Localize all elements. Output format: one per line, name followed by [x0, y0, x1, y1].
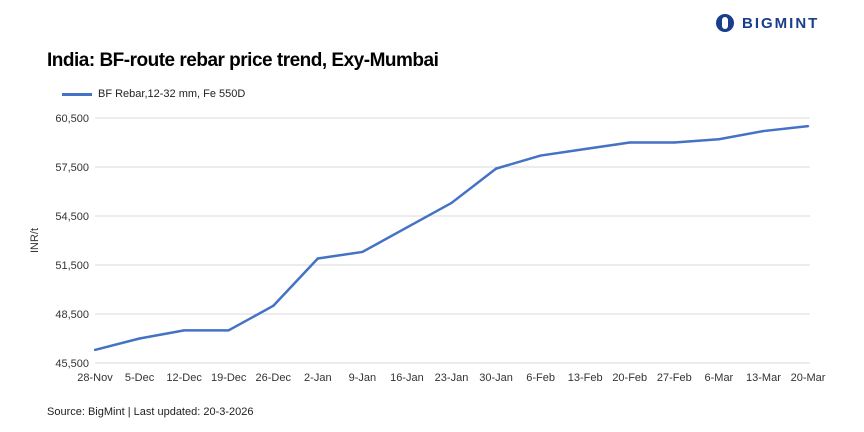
x-tick-label: 16-Jan — [390, 372, 424, 384]
chart-title: India: BF-route rebar price trend, Exy-M… — [47, 50, 439, 71]
data-point — [182, 329, 186, 332]
x-tick-label: 6-Mar — [705, 372, 734, 384]
data-point — [272, 304, 275, 308]
x-tick-label: 20-Feb — [612, 372, 647, 384]
data-point — [316, 257, 320, 260]
legend-label: BF Rebar,12-32 mm, Fe 550D — [98, 88, 246, 100]
logo-mark-icon — [716, 14, 734, 32]
y-tick-label: 57,500 — [55, 162, 89, 174]
y-tick-label: 60,500 — [55, 113, 89, 125]
y-tick-label: 48,500 — [55, 309, 89, 321]
data-point — [227, 329, 230, 332]
y-tick-label: 54,500 — [55, 211, 89, 223]
y-axis-label: INR/t — [29, 228, 41, 253]
data-point — [494, 167, 498, 170]
data-point — [762, 129, 765, 133]
source-note: Source: BigMint | Last updated: 20-3-202… — [47, 406, 254, 418]
x-tick-label: 13-Mar — [746, 372, 781, 384]
x-tick-label: 2-Jan — [304, 372, 332, 384]
y-tick-label: 51,500 — [55, 260, 89, 272]
bigmint-logo: BIGMINT — [716, 14, 819, 32]
x-tick-label: 27-Feb — [657, 372, 692, 384]
x-tick-label: 13-Feb — [568, 372, 603, 384]
data-point — [138, 337, 141, 340]
data-point — [717, 138, 721, 141]
data-point — [806, 124, 810, 128]
logo-text: BIGMINT — [742, 14, 820, 32]
x-tick-label: 9-Jan — [349, 372, 377, 384]
x-tick-label: 30-Jan — [479, 372, 513, 384]
legend-swatch — [62, 92, 92, 96]
x-tick-label: 23-Jan — [435, 372, 469, 384]
data-point — [583, 147, 587, 151]
data-point — [628, 141, 631, 144]
y-tick-label: 45,500 — [55, 358, 89, 370]
x-tick-label: 19-Dec — [211, 372, 247, 384]
data-point — [673, 141, 676, 144]
data-point — [450, 201, 453, 205]
series-line — [94, 124, 809, 352]
x-tick-label: 26-Dec — [256, 372, 292, 384]
x-tick-label: 28-Nov — [77, 372, 113, 384]
legend: BF Rebar,12-32 mm, Fe 550D — [62, 88, 245, 100]
data-point — [405, 226, 409, 229]
x-tick-label: 20-Mar — [791, 372, 826, 384]
data-point — [539, 154, 542, 157]
data-point — [361, 250, 364, 254]
x-tick-label: 12-Dec — [166, 372, 202, 384]
x-tick-label: 6-Feb — [526, 372, 555, 384]
data-point — [93, 348, 97, 352]
x-tick-label: 5-Dec — [125, 372, 155, 384]
